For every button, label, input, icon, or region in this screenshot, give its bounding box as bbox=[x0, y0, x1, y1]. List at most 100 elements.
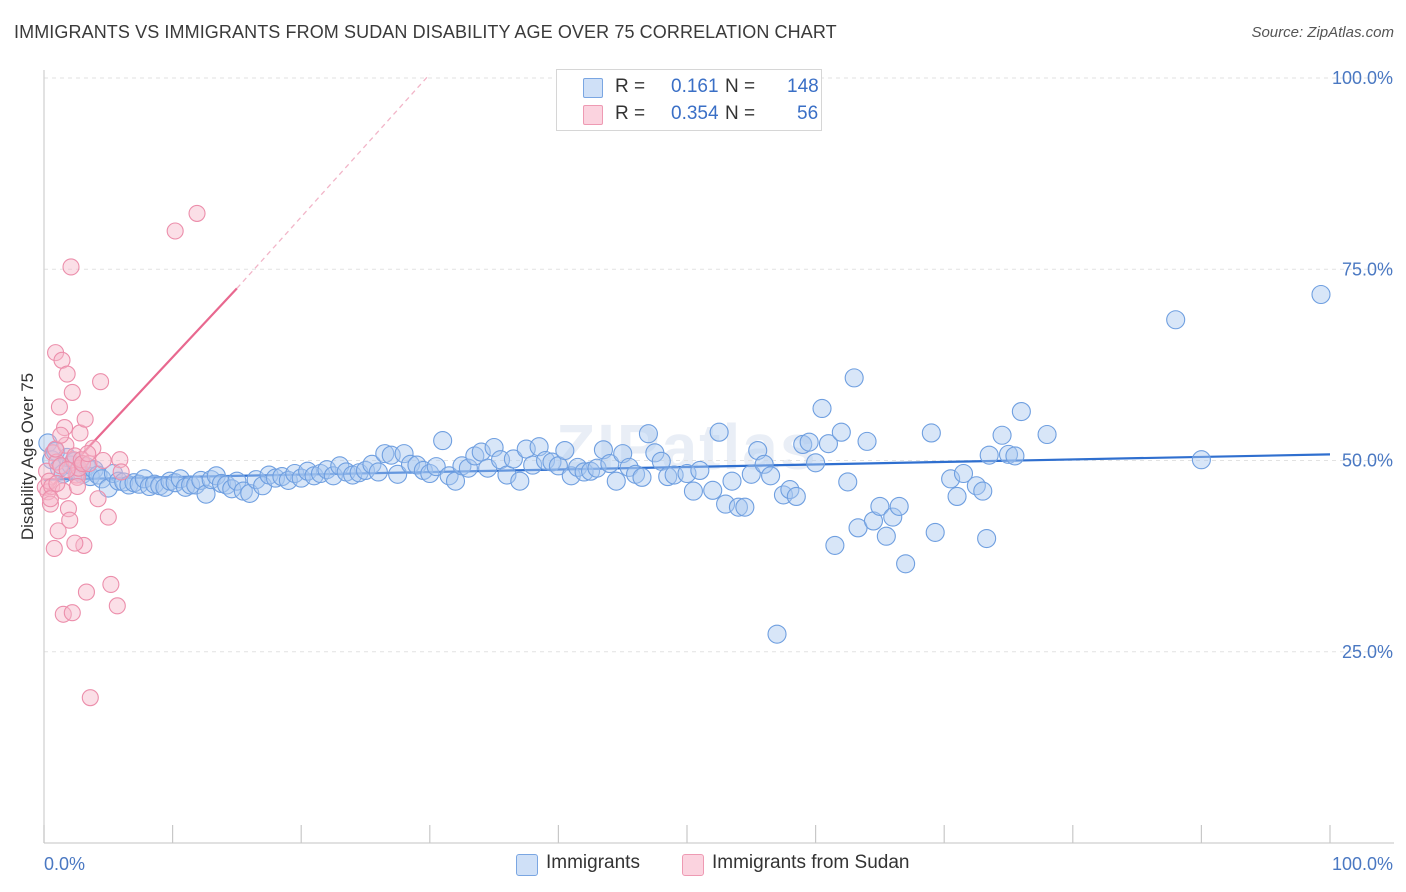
point-immigrants bbox=[471, 442, 491, 462]
point-immigrants bbox=[484, 437, 504, 458]
point-sudan bbox=[45, 539, 63, 558]
point-immigrants bbox=[323, 466, 343, 486]
point-immigrants bbox=[973, 481, 993, 501]
point-immigrants bbox=[921, 423, 941, 443]
point-immigrants bbox=[600, 454, 620, 474]
point-immigrants bbox=[722, 471, 742, 491]
point-immigrants bbox=[825, 535, 845, 555]
point-immigrants bbox=[992, 425, 1012, 445]
point-sudan bbox=[77, 583, 95, 601]
trend-lines bbox=[43, 73, 1331, 496]
r-value: 0.354 bbox=[671, 103, 719, 124]
point-immigrants bbox=[139, 476, 160, 497]
point-immigrants bbox=[375, 444, 395, 464]
point-sudan bbox=[63, 383, 81, 401]
point-immigrants bbox=[1311, 284, 1331, 305]
point-immigrants bbox=[535, 450, 556, 471]
point-immigrants bbox=[587, 458, 607, 478]
y-axis-title: Disability Age Over 75 bbox=[18, 373, 37, 540]
point-immigrants bbox=[883, 507, 903, 527]
point-immigrants bbox=[966, 476, 986, 496]
n-value: 56 bbox=[797, 103, 819, 124]
point-sudan bbox=[74, 455, 92, 473]
r-value: 0.161 bbox=[671, 76, 719, 97]
point-immigrants bbox=[201, 470, 221, 490]
point-immigrants bbox=[658, 467, 678, 487]
chart-title: IMMIGRANTS VS IMMIGRANTS FROM SUDAN DISA… bbox=[14, 22, 837, 42]
point-immigrants bbox=[433, 431, 453, 451]
point-sudan bbox=[50, 398, 68, 416]
points-immigrants bbox=[38, 284, 1331, 644]
point-immigrants bbox=[114, 472, 134, 492]
n-value: 148 bbox=[787, 76, 819, 97]
point-immigrants bbox=[896, 554, 916, 574]
point-immigrants bbox=[728, 497, 748, 517]
n-label: N = bbox=[725, 76, 756, 97]
point-immigrants bbox=[217, 475, 237, 495]
stats-swatch-sudan bbox=[583, 105, 603, 125]
point-immigrants bbox=[876, 526, 896, 546]
point-immigrants bbox=[362, 454, 382, 474]
point-sudan bbox=[108, 597, 126, 615]
point-immigrants bbox=[870, 496, 890, 516]
legend-swatch-immigrants bbox=[516, 854, 538, 876]
point-immigrants bbox=[503, 449, 523, 469]
point-immigrants bbox=[741, 464, 761, 484]
point-immigrants bbox=[690, 460, 710, 480]
point-immigrants bbox=[368, 462, 388, 482]
point-immigrants bbox=[1191, 450, 1211, 470]
point-sudan bbox=[92, 373, 110, 391]
point-immigrants bbox=[1037, 424, 1057, 445]
point-sudan bbox=[58, 365, 76, 383]
point-immigrants bbox=[1005, 446, 1025, 466]
point-immigrants bbox=[977, 528, 997, 549]
point-sudan bbox=[79, 445, 97, 463]
point-immigrants bbox=[786, 486, 806, 507]
point-sudan bbox=[81, 689, 99, 707]
point-immigrants bbox=[889, 496, 909, 516]
legend-label: Immigrants from Sudan bbox=[712, 852, 910, 873]
point-immigrants bbox=[1166, 310, 1186, 330]
point-immigrants bbox=[523, 455, 543, 475]
points-sudan bbox=[36, 204, 206, 707]
source-note: Source: ZipAtlas.com bbox=[1251, 24, 1394, 41]
point-immigrants bbox=[227, 471, 247, 491]
point-immigrants bbox=[181, 475, 201, 495]
point-immigrants bbox=[555, 441, 575, 461]
point-immigrants bbox=[458, 458, 478, 478]
point-immigrants bbox=[683, 481, 703, 501]
point-immigrants bbox=[754, 454, 774, 474]
point-immigrants bbox=[998, 444, 1019, 464]
legend-swatch-sudan bbox=[682, 854, 704, 876]
x-tick-label: 0.0% bbox=[44, 854, 85, 874]
point-sudan bbox=[99, 508, 117, 526]
y-tick-label: 100.0% bbox=[1332, 68, 1393, 88]
point-immigrants bbox=[638, 424, 658, 444]
point-immigrants bbox=[857, 431, 877, 451]
r-label: R = bbox=[615, 103, 646, 124]
point-sudan bbox=[56, 419, 74, 437]
point-immigrants bbox=[947, 486, 967, 507]
point-sudan bbox=[49, 522, 67, 540]
point-immigrants bbox=[767, 624, 787, 644]
point-immigrants bbox=[953, 463, 974, 484]
x-tick-label: 100.0% bbox=[1332, 854, 1393, 874]
point-sudan bbox=[94, 451, 112, 470]
stats-swatch-immigrants bbox=[583, 78, 603, 98]
legend-label: Immigrants bbox=[546, 852, 640, 873]
point-sudan bbox=[68, 477, 86, 496]
point-immigrants bbox=[761, 466, 781, 486]
point-sudan bbox=[41, 495, 59, 513]
point-sudan bbox=[111, 451, 129, 469]
point-immigrants bbox=[812, 398, 832, 419]
point-immigrants bbox=[388, 464, 408, 484]
point-immigrants bbox=[979, 445, 999, 465]
point-sudan bbox=[61, 511, 79, 529]
point-sudan bbox=[188, 204, 206, 222]
trend-immigrants bbox=[43, 453, 1331, 481]
point-sudan bbox=[62, 258, 80, 276]
point-immigrants bbox=[632, 467, 652, 487]
point-immigrants bbox=[510, 471, 530, 491]
point-sudan bbox=[84, 439, 102, 457]
